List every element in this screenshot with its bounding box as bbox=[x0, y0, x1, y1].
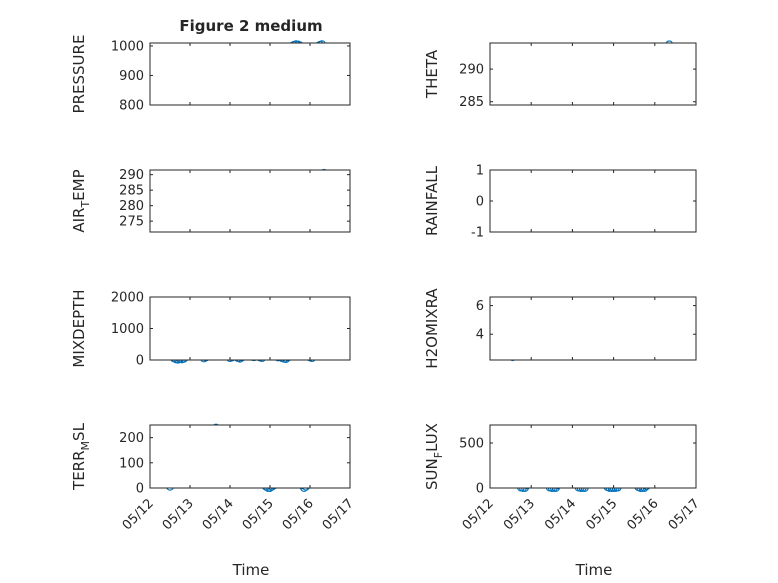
axes-box bbox=[149, 169, 351, 233]
subplot-sun: 05/12 05/13 05/14 05/15 05/16 05/17 0 500 SUNFLU… bbox=[423, 423, 703, 533]
y-tick-label: 6 bbox=[476, 299, 484, 314]
x-tick-label: 05/16 bbox=[625, 496, 662, 533]
axes-box bbox=[149, 42, 351, 106]
y-axis-label: THETA bbox=[423, 49, 441, 99]
figure-title: Figure 2 medium bbox=[179, 17, 322, 35]
x-tick-label: 05/17 bbox=[320, 496, 357, 533]
x-tick-label: 05/15 bbox=[240, 496, 277, 533]
y-tick-label: 0 bbox=[476, 195, 484, 210]
y-tick-label: 1 bbox=[476, 164, 484, 179]
y-tick-label: 280 bbox=[119, 199, 144, 214]
y-axis-label: H2OMIXRA bbox=[423, 288, 441, 369]
subplot-theta: 285 290 THETA bbox=[423, 40, 697, 110]
y-axis-label: SUNFLUX bbox=[423, 423, 445, 490]
y-tick-label: 285 bbox=[459, 95, 484, 110]
x-tick-label: 05/13 bbox=[501, 496, 538, 533]
x-tick-label: 05/14 bbox=[200, 496, 237, 533]
subplot-mixdepth: 0 1000 2000 MIXDEPTH bbox=[70, 289, 351, 369]
axes-box bbox=[489, 169, 697, 233]
y-tick-label: 800 bbox=[119, 99, 144, 114]
axes-box bbox=[149, 424, 351, 489]
subplot-pressure: 800 900 1000 PRESSURE bbox=[70, 35, 351, 114]
y-tick-label: 2000 bbox=[111, 291, 144, 306]
subplot-h2omixra: 4 6 H2OMIXRA bbox=[423, 288, 697, 369]
subplot-rainfall: -1 0 1 RAINFALL bbox=[423, 164, 697, 241]
y-tick-label: 0 bbox=[136, 482, 144, 497]
y-axis-label: RAINFALL bbox=[423, 165, 441, 236]
y-tick-label: 200 bbox=[119, 431, 144, 446]
y-tick-label: 285 bbox=[119, 184, 144, 199]
axes-box bbox=[489, 42, 697, 106]
y-axis-label: AIRTEMP bbox=[70, 169, 92, 232]
y-axis-label: MIXDEPTH bbox=[70, 289, 88, 367]
y-tick-label: 900 bbox=[119, 69, 144, 84]
axes-box bbox=[489, 424, 697, 489]
y-tick-label: 0 bbox=[476, 482, 484, 497]
y-tick-label: 500 bbox=[459, 437, 484, 452]
y-tick-label: 100 bbox=[119, 456, 144, 471]
x-tick-label: 05/12 bbox=[120, 496, 157, 533]
x-tick-label: 05/17 bbox=[666, 496, 703, 533]
x-axis-label-right: Time bbox=[575, 561, 613, 579]
axes-box bbox=[489, 296, 697, 361]
axes-box bbox=[149, 296, 351, 361]
x-tick-label: 05/16 bbox=[280, 496, 317, 533]
x-tick-label: 05/14 bbox=[542, 496, 579, 533]
x-tick-label: 05/12 bbox=[460, 496, 497, 533]
x-tick-label: 05/13 bbox=[160, 496, 197, 533]
x-axis-label-left: Time bbox=[232, 561, 270, 579]
y-tick-label: 1000 bbox=[111, 322, 144, 337]
y-tick-label: 290 bbox=[119, 168, 144, 183]
y-tick-label: 275 bbox=[119, 215, 144, 230]
y-axis-label: TERRMSL bbox=[70, 422, 92, 491]
y-tick-label: 0 bbox=[136, 354, 144, 369]
subplot-terr: 05/12 05/13 05/14 05/15 05/16 05/17 0 100 200 TER… bbox=[70, 422, 357, 533]
y-tick-label: 4 bbox=[476, 328, 484, 343]
y-axis-label: PRESSURE bbox=[70, 35, 88, 114]
y-tick-label: 1000 bbox=[111, 39, 144, 54]
x-tick-label: 05/15 bbox=[583, 496, 620, 533]
y-tick-label: -1 bbox=[471, 226, 484, 241]
y-tick-label: 290 bbox=[459, 63, 484, 78]
